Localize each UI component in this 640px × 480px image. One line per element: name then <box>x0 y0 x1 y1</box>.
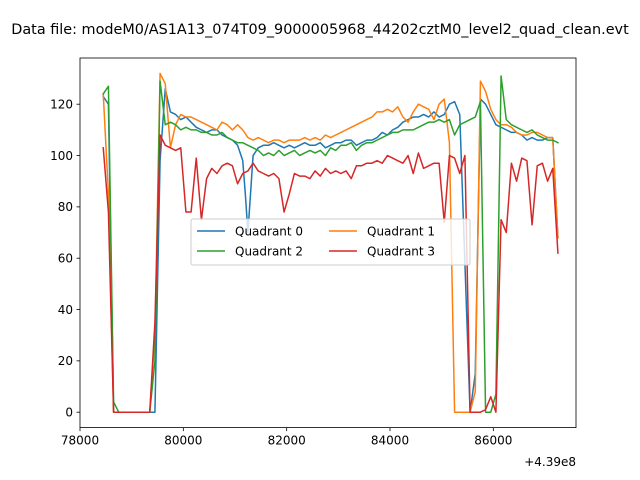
chart-title: Data file: modeM0/AS1A13_074T09_90000059… <box>11 22 629 38</box>
series-line-quadrant-2 <box>102 75 559 413</box>
legend: Quadrant 0 Quadrant 1 Quadrant 2 Quadrant 3 <box>190 218 471 266</box>
x-tick-label: 86000 <box>474 434 512 448</box>
x-tick-label: 80000 <box>164 434 202 448</box>
series-line-quadrant-3 <box>102 134 559 413</box>
series-line-quadrant-1 <box>102 72 559 413</box>
y-tick-label: 40 <box>58 303 73 317</box>
legend-label: Quadrant 1 <box>367 224 435 238</box>
x-tick-label: 84000 <box>371 434 409 448</box>
legend-frame <box>190 218 471 266</box>
legend-label: Quadrant 3 <box>367 244 435 258</box>
legend-label: Quadrant 0 <box>235 224 303 238</box>
y-tick-label: 20 <box>58 354 73 368</box>
y-tick-label: 0 <box>65 406 73 420</box>
y-tick-label: 60 <box>58 252 73 266</box>
axes-frame <box>79 57 577 429</box>
axes-group: 78000 80000 82000 84000 86000 0 20 40 60 80 100 120 <box>50 57 577 448</box>
series-line-quadrant-0 <box>102 88 559 413</box>
y-tick-label: 120 <box>50 98 73 112</box>
y-tick-label: 100 <box>50 149 73 163</box>
x-offset-label: +4.39e8 <box>524 455 576 469</box>
x-tick-label: 78000 <box>61 434 99 448</box>
series-group <box>102 72 559 413</box>
legend-label: Quadrant 2 <box>235 244 303 258</box>
x-tick-label: 82000 <box>268 434 306 448</box>
y-tick-label: 80 <box>58 200 73 214</box>
